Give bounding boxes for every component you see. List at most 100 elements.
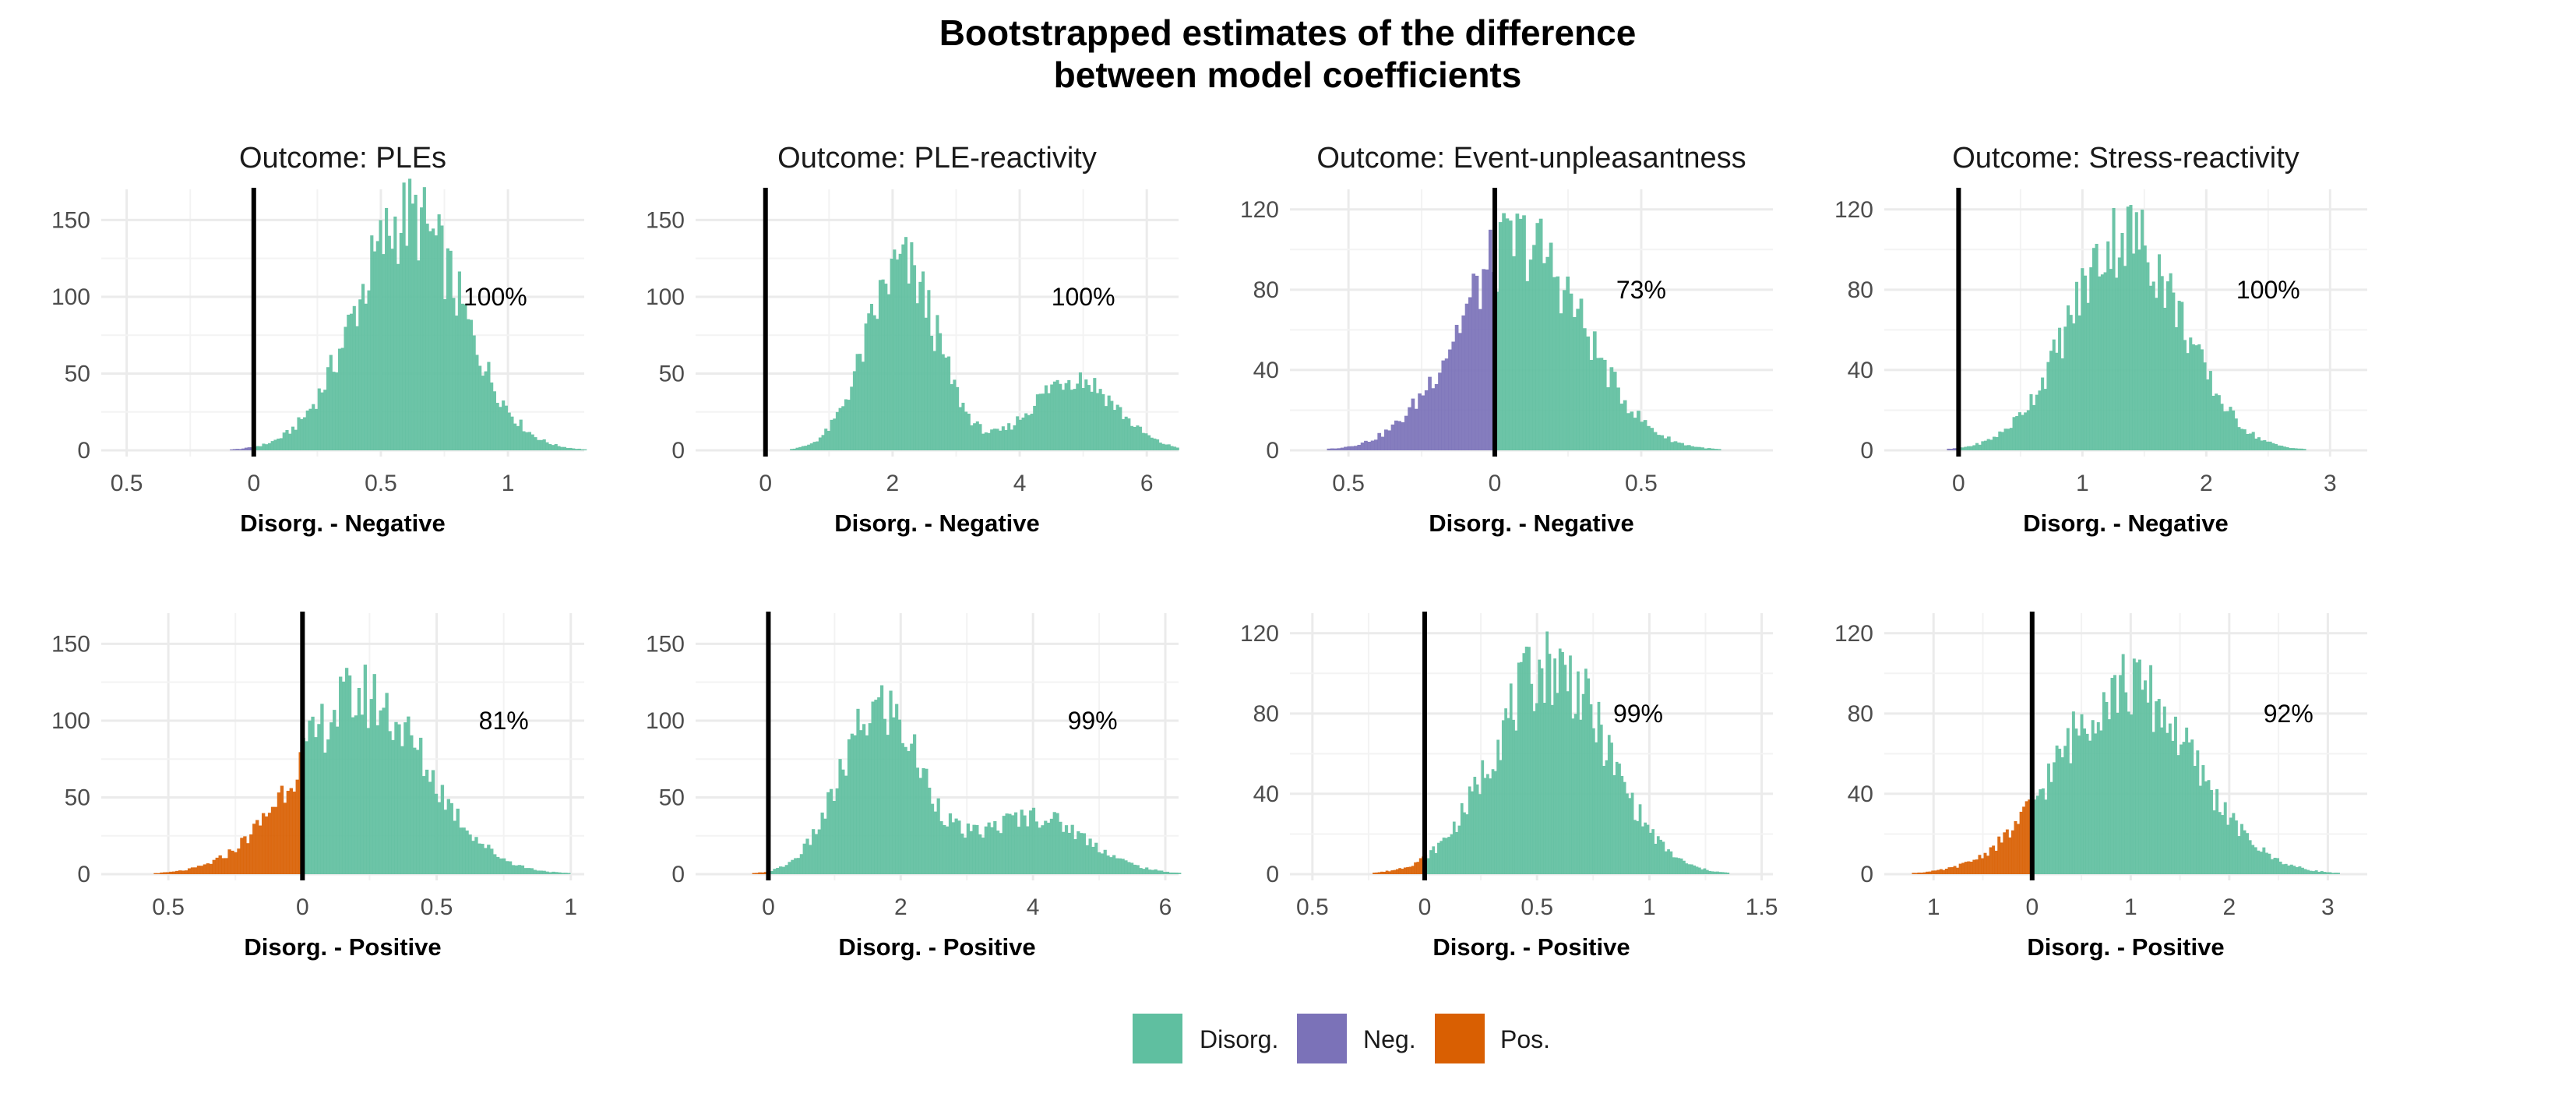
histogram-bar — [1992, 436, 1996, 450]
histogram-bar — [344, 668, 349, 874]
histogram-bar — [484, 371, 488, 450]
histogram-bar — [972, 824, 976, 874]
histogram-bar — [2306, 869, 2310, 874]
histogram-bar — [1088, 838, 1092, 874]
histogram-bar — [527, 432, 532, 450]
histogram-bar — [1144, 433, 1148, 450]
histogram-bar — [481, 376, 485, 450]
x-axis-label: Disorg. - Negative — [240, 510, 446, 537]
histogram-bar — [367, 290, 371, 450]
histogram-bar — [1714, 449, 1718, 450]
y-tick-label: 50 — [65, 785, 90, 810]
histogram-bar — [1031, 807, 1036, 874]
histogram-bar — [1383, 871, 1387, 874]
histogram-bar — [523, 868, 528, 874]
y-tick-label: 0 — [77, 862, 90, 887]
histogram-bar — [1112, 855, 1116, 874]
histogram-bar — [996, 831, 1000, 874]
histogram-bar — [385, 207, 389, 450]
histogram-bar — [2257, 850, 2261, 874]
histogram-bar — [265, 444, 269, 450]
histogram-bar — [1502, 213, 1506, 450]
histogram-bar — [924, 317, 928, 450]
x-tick-label: 2 — [2200, 471, 2213, 496]
histogram-bar — [1528, 259, 1533, 450]
histogram-bar — [163, 872, 167, 874]
histogram-bar — [2044, 799, 2048, 874]
histogram-bar — [1648, 832, 1652, 874]
histogram-bar — [1986, 855, 1990, 874]
x-tick-label: 2 — [2223, 894, 2236, 920]
histogram-bar — [394, 721, 398, 874]
histogram-bars — [153, 665, 571, 874]
histogram-bar — [1100, 853, 1105, 874]
panel-r1-c3: Outcome: Event-unpleasantness 73% 0 40 80 120… — [1240, 142, 1773, 537]
histogram-bar — [1975, 859, 1979, 874]
histogram-bar — [422, 187, 426, 450]
histogram-bar — [2312, 871, 2316, 874]
histogram-bar — [992, 429, 996, 450]
histogram-bar — [1944, 868, 1948, 874]
histogram-bar — [344, 326, 347, 450]
histogram-bar — [1165, 871, 1170, 874]
histogram-bar — [2124, 692, 2128, 874]
x-tick-label: 1 — [2076, 471, 2089, 496]
histogram-bar — [1650, 428, 1654, 450]
histogram-bar — [421, 776, 426, 874]
histogram-bar — [231, 850, 234, 874]
histogram-bar — [555, 872, 559, 874]
histogram-bar — [812, 442, 816, 450]
histogram-bar — [1989, 847, 1993, 874]
histogram-bar — [513, 423, 517, 450]
histogram-bar — [2234, 820, 2238, 874]
histogram-bar — [2024, 412, 2028, 450]
histogram-bar — [2158, 254, 2162, 450]
histogram-bar — [2274, 443, 2278, 450]
histogram-bar — [1112, 410, 1117, 450]
histogram-bar — [2309, 870, 2313, 874]
histogram-bar — [1992, 845, 1996, 874]
histogram-bar — [1344, 446, 1348, 450]
histogram-bar — [2141, 690, 2144, 874]
histogram-bar — [1626, 793, 1629, 874]
histogram-bar — [238, 449, 242, 450]
histogram-bar — [539, 870, 543, 874]
histogram-bar — [1101, 393, 1105, 450]
legend-item: Neg. — [1297, 1014, 1416, 1063]
histogram-bar — [1961, 447, 1965, 450]
histogram-bar — [2160, 276, 2164, 450]
histogram-bar — [1029, 810, 1033, 874]
histogram-bar — [1693, 446, 1698, 450]
histogram-bar — [2194, 345, 2198, 450]
panel-r2-c3: 99% 0 40 80 120 0.5 0 0.5 1 1.5 Disorg. - Positive — [1240, 612, 1778, 961]
histogram-bar — [1424, 390, 1429, 450]
histogram-bar — [1095, 393, 1100, 450]
histogram-bar — [1364, 440, 1368, 450]
histogram-bar — [1357, 444, 1362, 450]
histogram-bar — [1641, 826, 1644, 874]
histogram-bar — [379, 220, 382, 450]
histogram-bar — [2165, 732, 2169, 874]
histogram-bar — [478, 365, 482, 450]
histogram-bar — [2289, 864, 2293, 874]
histogram-bar — [1978, 855, 1982, 874]
histogram-bar — [175, 870, 179, 874]
histogram-bar — [1920, 873, 1923, 874]
histogram-bar — [862, 724, 866, 874]
histogram-bar — [1711, 448, 1714, 450]
y-tick-label: 100 — [646, 284, 685, 310]
histogram-bar — [187, 868, 192, 874]
y-tick-label: 0 — [1860, 438, 1873, 464]
histogram-bar — [1587, 678, 1591, 874]
histogram-bar — [2232, 813, 2236, 874]
histogram-bar — [517, 865, 522, 874]
histogram-bar — [2217, 395, 2221, 450]
histogram-bar — [2085, 733, 2089, 874]
histogram-bar — [2009, 428, 2013, 450]
histogram-bar — [323, 752, 327, 874]
histogram-bar — [801, 446, 805, 450]
histogram-bar — [1656, 836, 1660, 874]
histogram-bar — [375, 241, 379, 450]
histogram-bar — [446, 799, 451, 874]
histogram-bar — [1070, 390, 1073, 450]
